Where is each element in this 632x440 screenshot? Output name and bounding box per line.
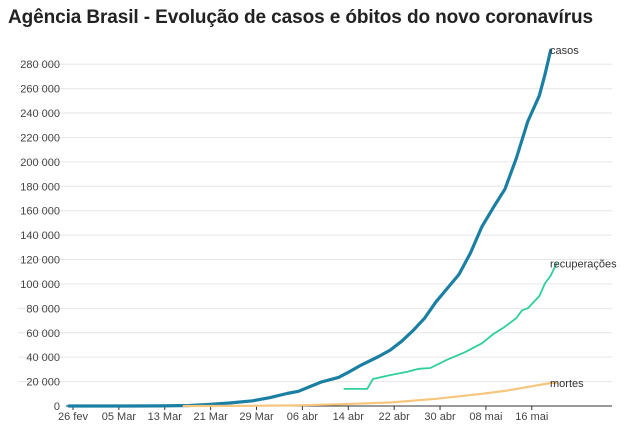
- y-tick-label: 120 000: [20, 255, 60, 267]
- series-lines: [67, 48, 558, 408]
- y-tick-label: 240 000: [20, 108, 60, 120]
- y-tick-label: 100 000: [20, 279, 60, 291]
- y-tick-label: 260 000: [20, 84, 60, 96]
- x-tick-label: 06 abr: [287, 411, 319, 423]
- y-tick-label: 200 000: [20, 157, 60, 169]
- y-axis-tick-labels: 0 20 000 40 000 60 000 80 000 100 000 120 000 1…: [20, 59, 60, 413]
- series-label: casos: [550, 45, 579, 57]
- series-labels: casos recuperações mortes: [550, 45, 617, 390]
- y-tick-label: 0: [54, 401, 60, 413]
- x-tick-label: 21 Mar: [194, 411, 229, 423]
- x-tick-label: 22 abr: [379, 411, 411, 423]
- series-line-2: [182, 381, 558, 408]
- x-tick-label: 08 mai: [469, 411, 502, 423]
- y-tick-label: 160 000: [20, 206, 60, 218]
- x-tick-label: 13 Mar: [148, 411, 183, 423]
- series-label: mortes: [550, 378, 584, 390]
- x-tick-label: 05 Mar: [102, 411, 137, 423]
- chart-title: Agência Brasil - Evolução de casos e óbi…: [8, 7, 593, 28]
- y-tick-label: 220 000: [20, 132, 60, 144]
- y-tick-label: 280 000: [20, 59, 60, 71]
- y-tick-label: 80 000: [26, 303, 60, 315]
- series-line-0: [67, 48, 553, 408]
- series-line-1: [343, 262, 558, 390]
- x-tick-label: 29 Mar: [239, 411, 274, 423]
- x-tick-label: 16 mai: [515, 411, 548, 423]
- y-tick-label: 60 000: [26, 328, 60, 340]
- series-label: recuperações: [550, 259, 617, 271]
- x-tick-label: 14 abr: [333, 411, 365, 423]
- x-tick-label: 26 fev: [58, 411, 88, 423]
- y-tick-label: 20 000: [26, 377, 60, 389]
- gridlines: [18, 63, 612, 383]
- y-tick-label: 180 000: [20, 181, 60, 193]
- x-axis: 26 fev 05 Mar 13 Mar 21 Mar 29 Mar 06 abr 14 a…: [58, 405, 612, 423]
- y-tick-label: 40 000: [26, 352, 60, 364]
- y-tick-label: 140 000: [20, 230, 60, 242]
- x-tick-label: 30 abr: [424, 411, 456, 423]
